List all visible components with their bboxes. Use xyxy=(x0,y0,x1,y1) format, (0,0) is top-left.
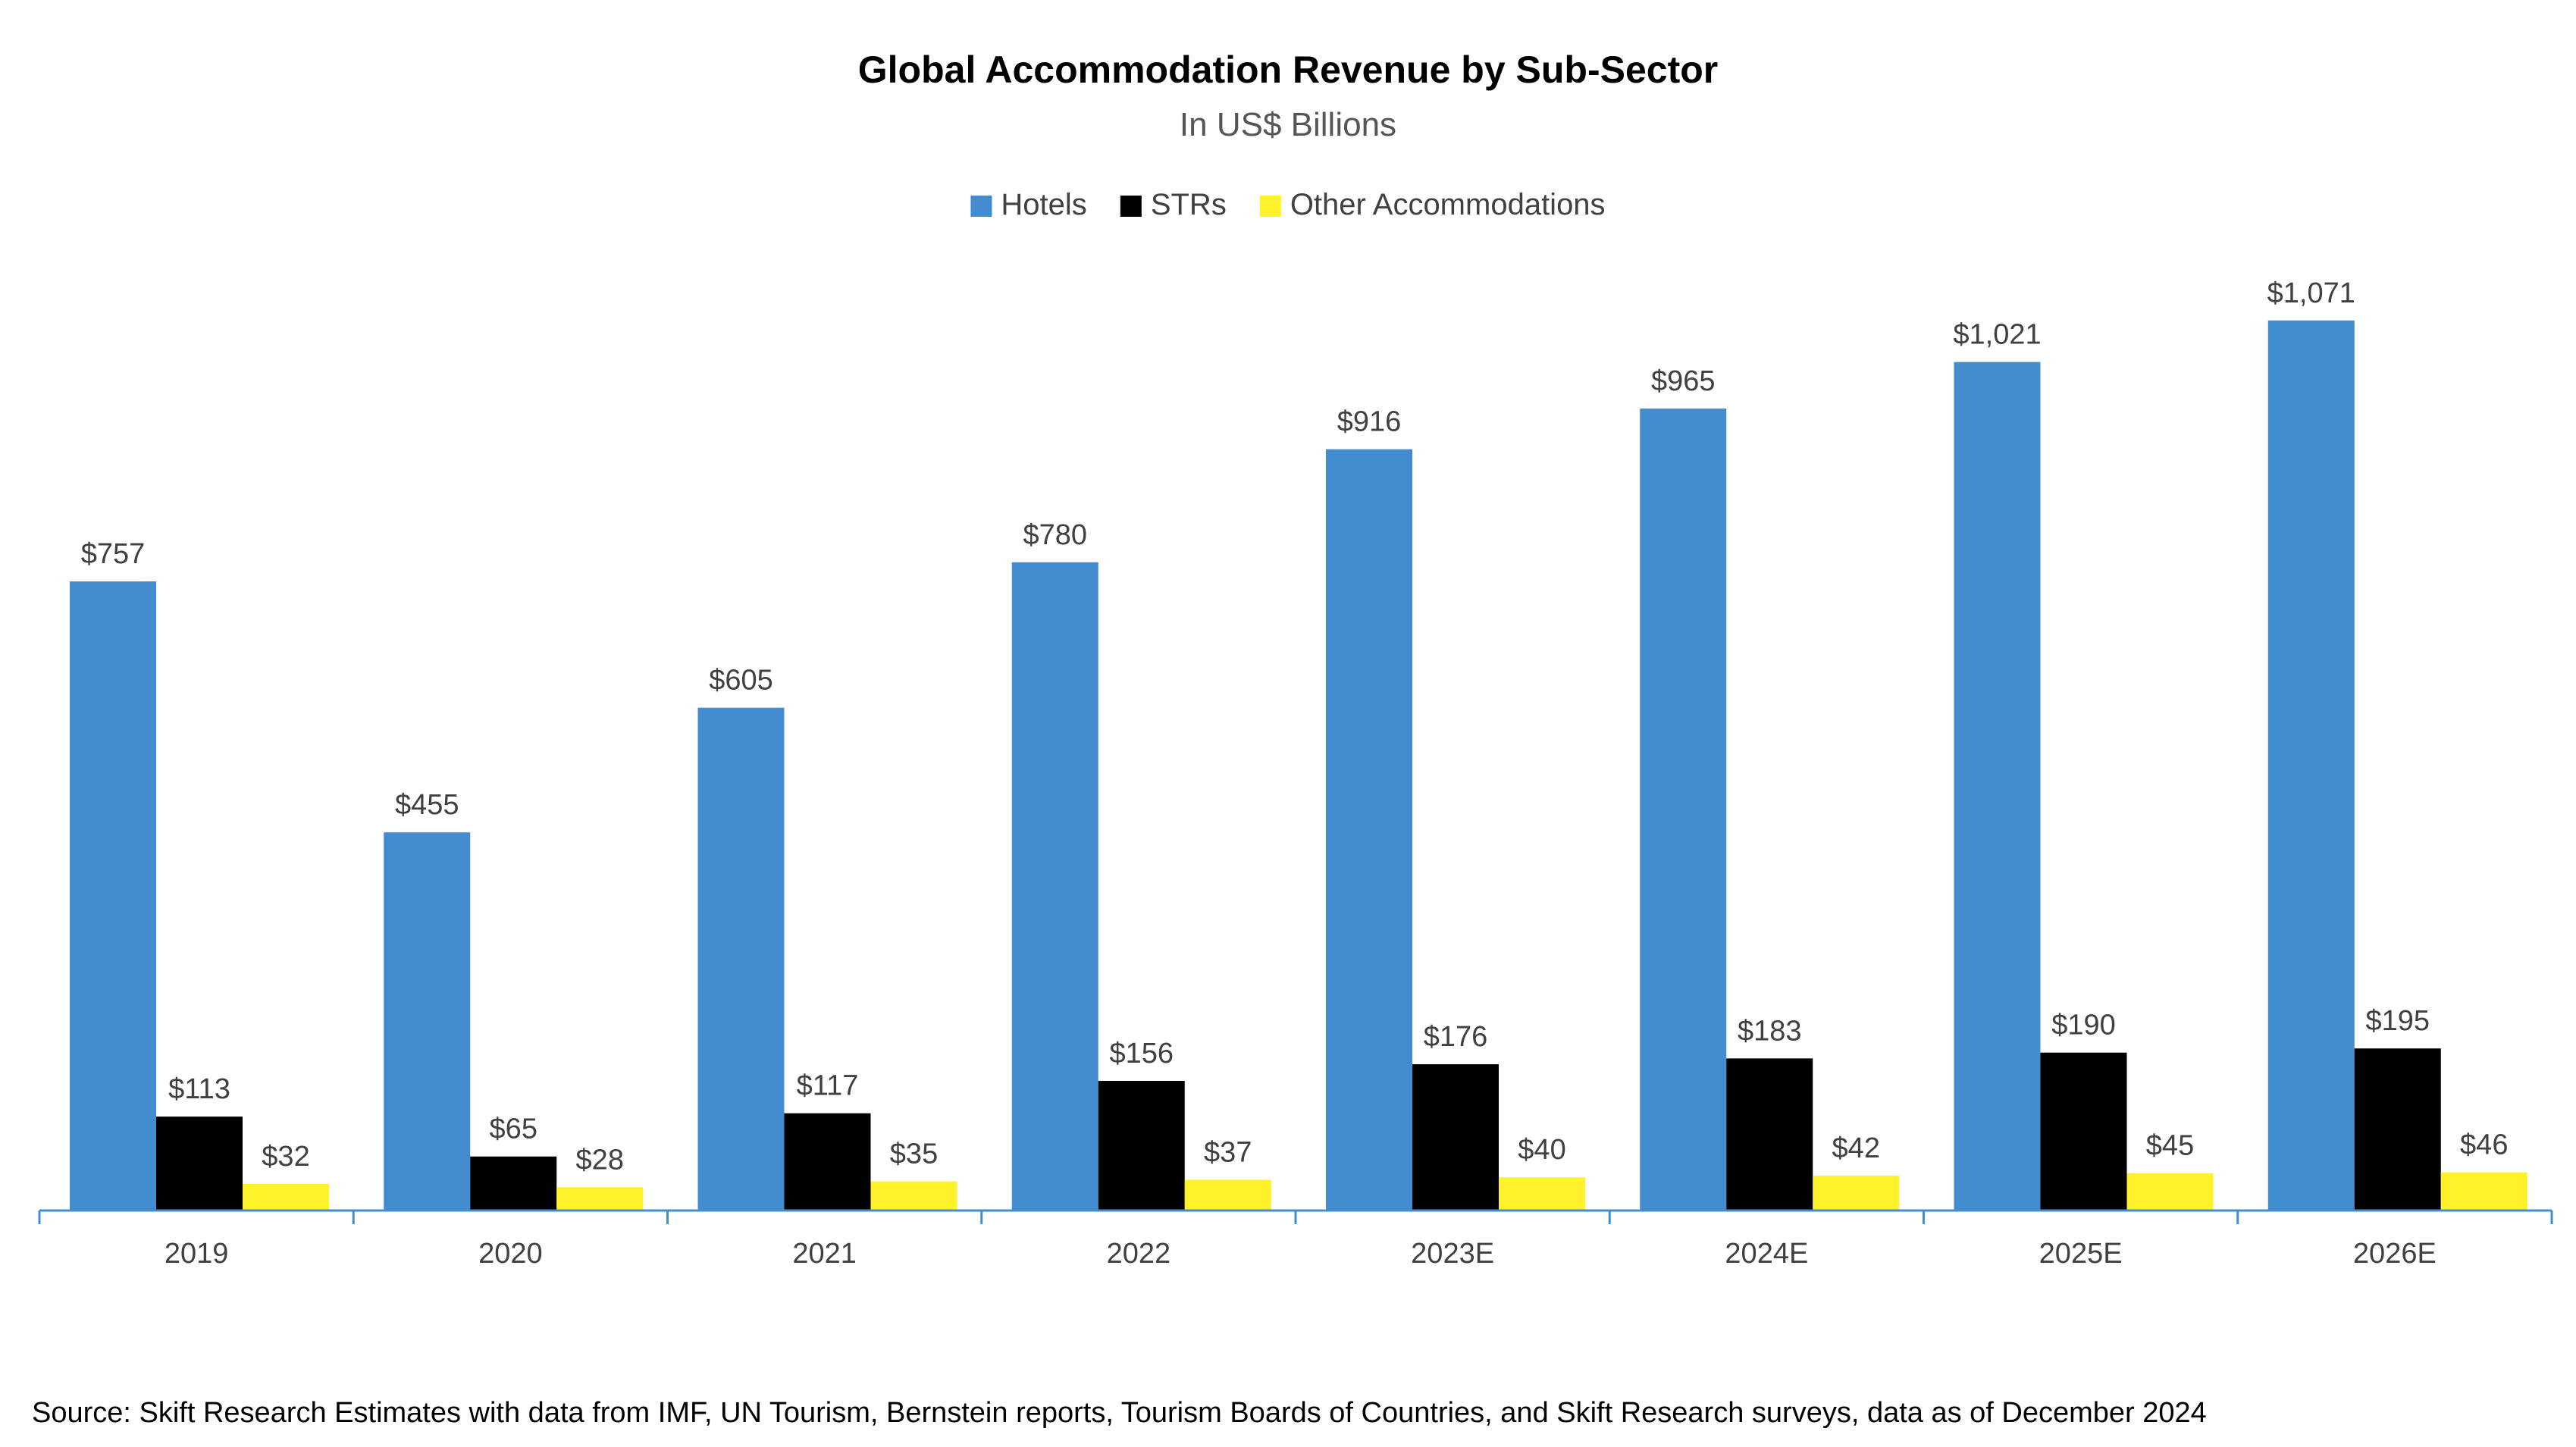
bar-strs-2023e xyxy=(1412,1064,1499,1211)
data-label-strs-2025e: $190 xyxy=(2051,1010,2116,1041)
chart-title: Global Accommodation Revenue by Sub-Sect… xyxy=(858,49,1718,91)
data-label-hotels-2020: $455 xyxy=(395,789,459,821)
data-label-hotels-2022: $780 xyxy=(1023,519,1087,551)
data-label-hotels-2021: $605 xyxy=(709,665,773,697)
x-tick-label-2023e: 2023E xyxy=(1411,1238,1494,1270)
data-label-hotels-2026e: $1,071 xyxy=(2267,277,2355,309)
legend-label-hotels: Hotels xyxy=(1001,188,1086,221)
bar-other-accommodations-2025e xyxy=(2126,1173,2214,1211)
bar-hotels-2025e xyxy=(1954,362,2041,1211)
bar-strs-2021 xyxy=(784,1113,871,1211)
bar-strs-2019 xyxy=(156,1117,243,1211)
legend-label-other-accommodations: Other Accommodations xyxy=(1290,188,1606,221)
data-label-hotels-2025e: $1,021 xyxy=(1953,319,2041,351)
data-label-strs-2023e: $176 xyxy=(1424,1021,1488,1053)
bar-other-accommodations-2019 xyxy=(243,1183,329,1211)
data-label-other-accommodations-2022: $37 xyxy=(1204,1136,1252,1168)
bar-other-accommodations-2023e xyxy=(1499,1177,1585,1211)
x-tick-label-2025e: 2025E xyxy=(2039,1238,2123,1270)
data-label-other-accommodations-2019: $32 xyxy=(262,1141,309,1173)
source-note: Source: Skift Research Estimates with da… xyxy=(32,1397,2207,1429)
legend-swatch-hotels xyxy=(970,196,992,217)
data-label-other-accommodations-2026e: $46 xyxy=(2460,1129,2508,1161)
bar-hotels-2020 xyxy=(384,832,471,1211)
x-tick-label-2024e: 2024E xyxy=(1725,1238,1808,1270)
data-label-other-accommodations-2020: $28 xyxy=(576,1144,624,1176)
bar-other-accommodations-2020 xyxy=(556,1187,644,1211)
x-tick-label-2022: 2022 xyxy=(1107,1238,1171,1270)
legend-swatch-other-accommodations xyxy=(1259,196,1281,217)
bar-other-accommodations-2022 xyxy=(1184,1179,1271,1211)
data-label-hotels-2024e: $965 xyxy=(1651,365,1716,397)
x-tick-label-2019: 2019 xyxy=(165,1238,229,1270)
bar-hotels-2023e xyxy=(1326,449,1412,1211)
data-label-strs-2024e: $183 xyxy=(1738,1015,1802,1047)
bar-hotels-2026e xyxy=(2267,320,2355,1211)
data-label-hotels-2023e: $916 xyxy=(1337,406,1402,438)
data-label-other-accommodations-2023e: $40 xyxy=(1518,1134,1565,1166)
bar-strs-2020 xyxy=(470,1156,557,1211)
bar-hotels-2022 xyxy=(1011,562,1098,1211)
bar-other-accommodations-2021 xyxy=(870,1181,957,1211)
bar-strs-2022 xyxy=(1098,1080,1185,1211)
bar-other-accommodations-2024e xyxy=(1813,1175,1900,1211)
data-label-strs-2026e: $195 xyxy=(2365,1005,2430,1037)
data-label-other-accommodations-2021: $35 xyxy=(890,1138,938,1170)
bar-strs-2024e xyxy=(1726,1058,1813,1211)
bar-hotels-2021 xyxy=(697,707,785,1211)
data-label-strs-2020: $65 xyxy=(490,1113,537,1145)
bar-strs-2025e xyxy=(2040,1052,2127,1211)
bar-hotels-2024e xyxy=(1640,408,1727,1211)
legend: Hotels STRs Other Accommodations xyxy=(970,188,1606,221)
data-label-strs-2022: $156 xyxy=(1109,1038,1174,1070)
chart-subtitle: In US$ Billions xyxy=(1180,106,1396,143)
bar-strs-2026e xyxy=(2354,1048,2441,1211)
bars-group xyxy=(70,320,2527,1211)
data-label-other-accommodations-2025e: $45 xyxy=(2146,1130,2194,1162)
bar-hotels-2019 xyxy=(70,581,156,1211)
data-label-other-accommodations-2024e: $42 xyxy=(1832,1132,1880,1164)
x-axis: 2019 2020 2021 2022 2023E 2024E 2025E 2026E xyxy=(38,1209,2553,1270)
x-tick-label-2020: 2020 xyxy=(478,1238,543,1270)
data-label-strs-2021: $117 xyxy=(797,1070,859,1102)
data-label-strs-2019: $113 xyxy=(168,1073,230,1105)
bar-other-accommodations-2026e xyxy=(2440,1172,2527,1211)
data-label-hotels-2019: $757 xyxy=(81,538,146,570)
x-tick-label-2026e: 2026E xyxy=(2353,1238,2437,1270)
data-labels-group: $757 $113 $32 $455 $65 $28 $605 $117 $35 $780 $156… xyxy=(81,277,2509,1176)
legend-swatch-strs xyxy=(1120,196,1142,217)
legend-label-strs: STRs xyxy=(1151,188,1227,221)
x-tick-label-2021: 2021 xyxy=(792,1238,857,1270)
